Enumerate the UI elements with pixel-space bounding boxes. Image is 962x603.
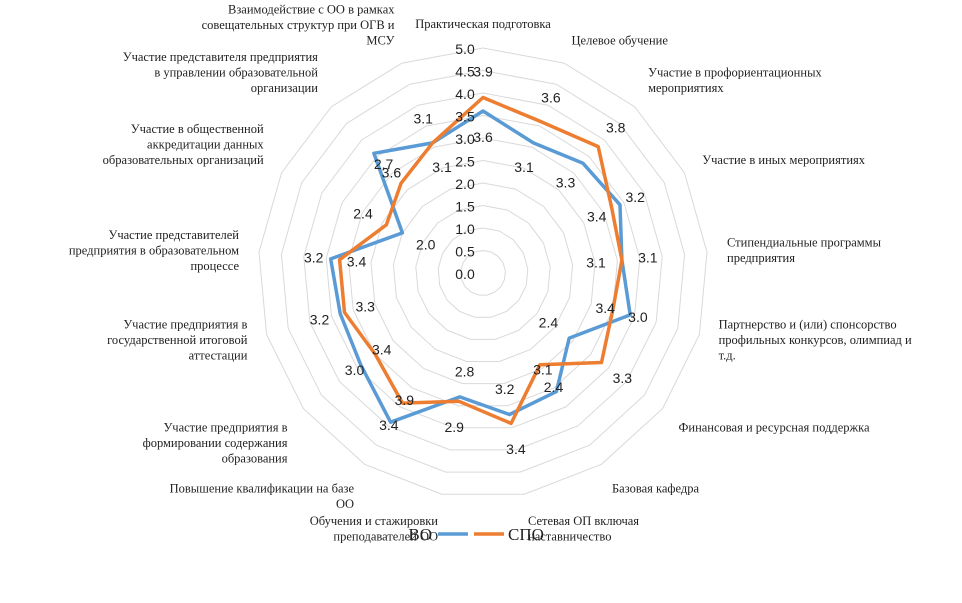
grid-ring	[280, 69, 686, 473]
tick-label: 3.5	[455, 109, 475, 125]
tick-label: 4.5	[455, 64, 475, 80]
category-label: Партнерство и (или) спонсорство профильны…	[719, 318, 912, 363]
data-label-vo: 3.6	[382, 165, 402, 181]
data-label-vo: 3.1	[514, 159, 534, 175]
data-label-vo: 3.6	[473, 129, 493, 145]
grid-ring	[460, 249, 506, 296]
data-label-spo: 3.1	[638, 250, 658, 266]
data-label-vo: 3.3	[355, 299, 375, 315]
grid-ring	[415, 204, 551, 340]
data-label-spo: 3.0	[345, 362, 365, 378]
legend-item-spo: СПО	[474, 525, 544, 544]
tick-label: 0.0	[455, 266, 475, 282]
data-label-spo: 2.4	[353, 205, 373, 221]
category-label: Практическая подготовка	[415, 17, 551, 31]
category-label: Сетевая ОП включая наставничество	[528, 514, 639, 544]
grid-ring	[303, 92, 663, 451]
data-label-vo: 3.1	[533, 362, 553, 378]
data-label-vo: 3.4	[595, 300, 615, 316]
tick-label: 3.0	[455, 131, 475, 147]
data-label-spo: 3.2	[304, 249, 324, 265]
category-label: Обучения и стажировки преподавателей ОО	[310, 514, 439, 544]
category-label: Участие в иных мероприятиях	[702, 153, 865, 167]
category-label: Базовая кафедра	[612, 481, 700, 495]
series-line-vo	[328, 109, 632, 424]
data-label-spo: 3.6	[541, 90, 561, 106]
tick-label: 4.0	[455, 86, 475, 102]
tick-label: 1.0	[455, 221, 475, 237]
data-label-spo: 3.4	[379, 417, 399, 433]
category-label: Участие предприятия в формировании содерж…	[143, 421, 288, 466]
category-label: Стипендиальные программы предприятия	[727, 236, 882, 266]
data-label-spo: 3.8	[606, 119, 626, 135]
tick-label: 0.5	[455, 244, 475, 260]
data-labels: 3.63.13.33.43.13.42.43.13.22.83.93.43.33…	[304, 64, 658, 458]
category-label: Целевое обучение	[572, 34, 669, 48]
category-label: Участие в общественной аккредитации данны…	[103, 122, 265, 167]
legend-label-vo: ВО	[408, 525, 432, 544]
data-label-vo: 3.4	[372, 342, 392, 358]
data-label-spo: 3.2	[625, 189, 645, 205]
data-label-spo: 2.4	[544, 379, 564, 395]
data-label-vo: 3.1	[432, 159, 452, 175]
data-label-vo: 2.0	[416, 237, 436, 253]
data-label-spo: 2.9	[444, 419, 464, 435]
grid-ring	[437, 227, 529, 318]
category-label: Финансовая и ресурсная поддержка	[679, 421, 871, 435]
data-label-vo: 2.8	[455, 363, 475, 379]
category-label: Участие представителя предприятия в управ…	[123, 50, 318, 95]
grid-ring	[370, 159, 596, 385]
grid-ring	[258, 47, 708, 495]
grid-ring	[392, 182, 574, 362]
tick-label: 2.0	[455, 176, 475, 192]
data-label-vo: 3.4	[347, 253, 367, 269]
data-label-spo: 3.4	[506, 441, 526, 457]
data-label-spo: 3.0	[628, 309, 648, 325]
data-label-spo: 3.3	[613, 370, 633, 386]
category-label: Взаимодействие с ОО в рамках совещательны…	[202, 3, 396, 48]
category-label: Участие предприятия в государственной ито…	[107, 318, 248, 363]
data-label-spo: 2.7	[374, 156, 394, 172]
data-label-spo: 3.2	[310, 312, 330, 328]
radar-series	[328, 95, 632, 426]
legend-item-vo: ВО	[408, 525, 468, 544]
data-label-vo: 3.9	[395, 392, 415, 408]
category-label: Повышение квалификации на базе ОО	[170, 481, 355, 511]
data-label-vo: 2.4	[539, 314, 559, 330]
tick-label: 5.0	[455, 41, 475, 57]
data-label-vo: 3.1	[586, 255, 606, 271]
data-label-vo: 3.2	[495, 381, 515, 397]
tick-label: 1.5	[455, 199, 475, 215]
tick-label: 2.5	[455, 154, 475, 170]
category-label: Участие представителей предприятия в обра…	[69, 228, 240, 273]
legend-label-spo: СПО	[508, 525, 544, 544]
series-line-spo	[337, 95, 624, 426]
grid-ring	[325, 114, 641, 429]
category-label: Участие в профориентационных мероприятиях	[648, 65, 822, 95]
radial-tick-labels: 0.0 0.5 1.0 1.5 2.0 2.5 3.0 3.5 4.0 4.5 5.0	[455, 41, 475, 282]
category-labels: Практическая подготовка Целевое обучение У…	[69, 3, 912, 544]
data-label-spo: 3.9	[473, 64, 493, 80]
data-label-vo: 3.3	[556, 175, 576, 191]
legend: ВО СПО	[408, 525, 544, 544]
radar-grid	[258, 47, 708, 495]
data-label-vo: 3.4	[587, 208, 607, 224]
data-label-spo: 3.1	[413, 111, 433, 127]
